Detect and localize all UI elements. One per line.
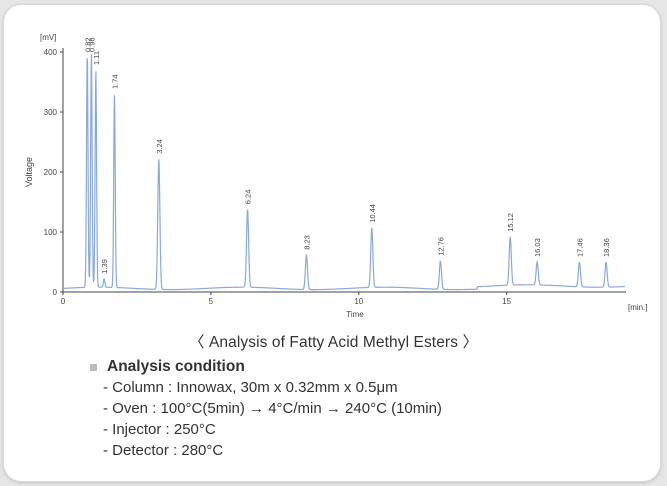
y-axis-label: Voltage — [24, 157, 34, 187]
peak-label: 1.11 — [92, 51, 101, 65]
peak-label: 18.36 — [602, 238, 611, 257]
y-tick-label: 200 — [44, 168, 58, 177]
peak-label: 0.96 — [87, 37, 96, 52]
peak-labels: 0.820.961.11 1.39 1.74 3.24 6.24 8.23 10.44 12.… — [83, 37, 611, 273]
condition-injector: - Injector : 250°C — [103, 421, 216, 438]
conditions-heading-text: Analysis condition — [107, 358, 245, 375]
peak-label: 17.46 — [575, 238, 584, 257]
x-tick-label: 15 — [502, 297, 511, 306]
chart-caption: 〈 Analysis of Fatty Acid Methyl Esters 〉 — [188, 334, 479, 351]
condition-oven: - Oven : 100°C(5min) → 4°C/min → 240°C (… — [103, 400, 442, 417]
conditions-heading: Analysis condition — [90, 357, 442, 377]
x-tick-label: 5 — [209, 297, 214, 306]
peak-label: 12.76 — [436, 237, 445, 256]
y-tick-label: 400 — [44, 48, 58, 57]
condition-detector: - Detector : 280°C — [103, 442, 224, 459]
analysis-conditions: Analysis condition - Column : Innowax, 3… — [90, 357, 442, 461]
axis-ticks: 0 5 10 15 0 100 200 300 400 — [44, 48, 512, 306]
x-tick-label: 10 — [354, 297, 363, 306]
chromatogram-trace — [62, 54, 626, 291]
peak-label: 1.39 — [100, 259, 109, 274]
peak-label: 16.03 — [533, 238, 542, 257]
y-tick-label: 300 — [44, 108, 58, 117]
y-unit-label: [mV] — [40, 33, 56, 42]
x-unit-label: [min.] — [628, 303, 648, 312]
peak-label: 3.24 — [155, 139, 164, 154]
peak-label: 0.82 — [83, 37, 92, 52]
peak-label: 8.23 — [302, 235, 311, 250]
chromatogram-chart: [mV] Voltage Time [min.] 0 5 10 15 0 100 200 30… — [24, 33, 648, 319]
y-tick-label: 100 — [44, 228, 58, 237]
peak-label: 6.24 — [244, 190, 253, 205]
y-tick-label: 0 — [53, 288, 58, 297]
peak-label: 15.12 — [506, 213, 515, 232]
x-tick-label: 0 — [61, 297, 66, 306]
peak-label: 10.44 — [368, 204, 377, 223]
x-axis-label: Time — [346, 310, 364, 319]
chromatogram-line — [62, 54, 626, 291]
square-bullet-icon — [90, 363, 97, 371]
peak-label: 1.74 — [111, 74, 120, 89]
condition-column: - Column : Innowax, 30m x 0.32mm x 0.5μm — [103, 379, 398, 396]
